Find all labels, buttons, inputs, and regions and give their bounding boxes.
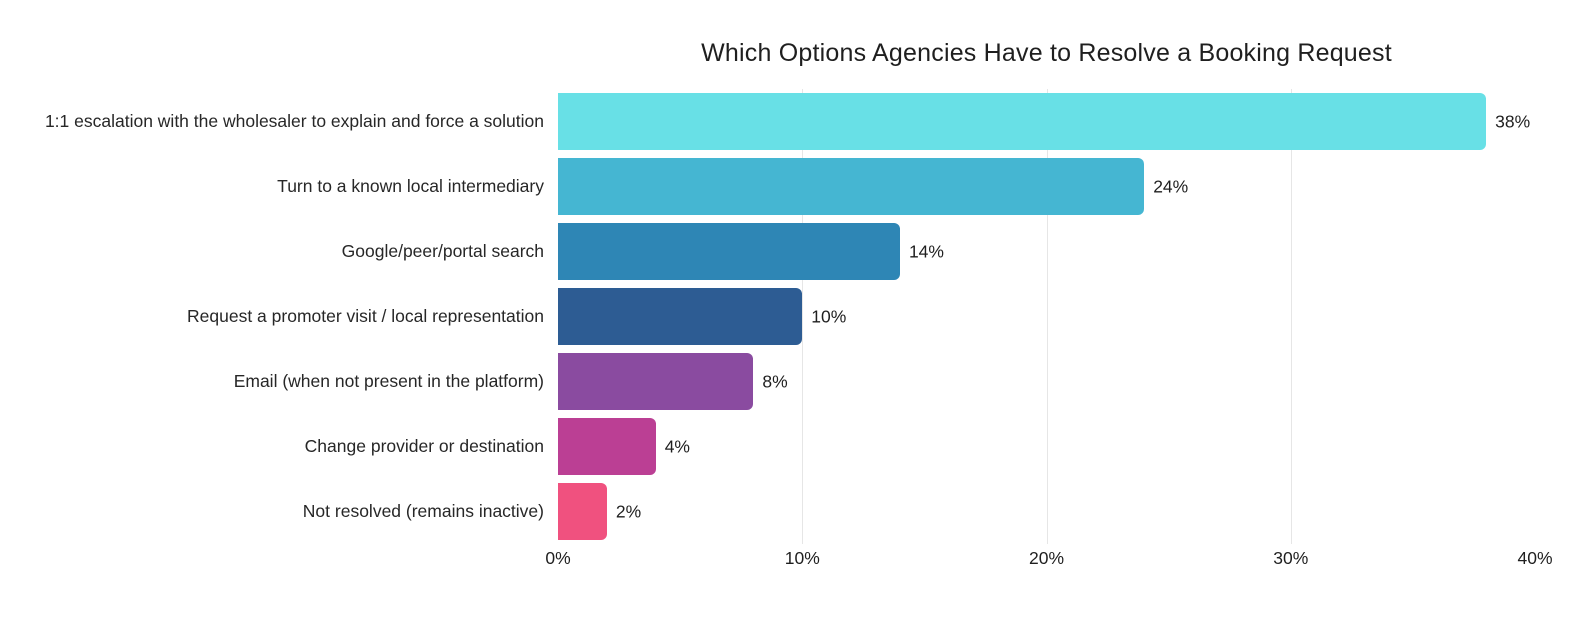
category-label: 1:1 escalation with the wholesaler to ex… [44, 111, 544, 131]
bar [558, 223, 900, 280]
bar-track: 38% [558, 93, 1535, 150]
bar [558, 483, 607, 540]
category-label: Change provider or destination [304, 436, 544, 456]
bar [558, 353, 754, 410]
x-tick-label: 0% [545, 548, 571, 568]
bar-row: Email (when not present in the platform)… [0, 349, 1573, 414]
bar-row: 1:1 escalation with the wholesaler to ex… [0, 89, 1573, 154]
value-label: 38% [1495, 111, 1531, 131]
gridline [1290, 89, 1292, 544]
category-label: Google/peer/portal search [341, 241, 544, 261]
x-tick-label: 40% [1517, 548, 1553, 568]
bar-row: Turn to a known local intermediary 24% [0, 154, 1573, 219]
bar-row: Request a promoter visit / local represe… [0, 284, 1573, 349]
bar [558, 288, 803, 345]
gridline [802, 89, 804, 544]
value-label: 24% [1153, 176, 1189, 196]
chart-title: Which Options Agencies Have to Resolve a… [701, 39, 1392, 67]
x-tick-label: 20% [1028, 548, 1065, 568]
value-label: 8% [762, 371, 788, 391]
gridline-layer [558, 89, 1535, 544]
category-label: Not resolved (remains inactive) [302, 501, 544, 521]
bar-track: 4% [558, 418, 1535, 475]
value-label: 4% [664, 436, 690, 456]
value-label: 2% [615, 501, 642, 521]
x-axis: 0% 10% 20% 30% 40% [545, 548, 1552, 570]
value-label: 14% [908, 241, 944, 261]
gridline [1046, 89, 1048, 544]
bar-track: 24% [558, 158, 1535, 215]
category-label: Turn to a known local intermediary [277, 176, 544, 196]
x-tick-label: 10% [784, 548, 820, 568]
bar-track: 10% [558, 288, 1535, 345]
bar [558, 158, 1145, 215]
x-tick-label: 30% [1273, 548, 1309, 568]
bar-rows: 1:1 escalation with the wholesaler to ex… [0, 89, 1573, 544]
category-label: Email (when not present in the platform) [233, 371, 544, 391]
bar [558, 418, 656, 475]
bar-track: 2% [558, 483, 1535, 540]
value-label: 10% [811, 306, 847, 326]
category-label: Request a promoter visit / local represe… [187, 306, 544, 326]
bar-row: Google/peer/portal search 14% [0, 219, 1573, 284]
bar-row: Change provider or destination 4% [0, 414, 1573, 479]
bar-track: 8% [558, 353, 1535, 410]
bar-track: 14% [558, 223, 1535, 280]
bar [558, 93, 1487, 150]
bar-row: Not resolved (remains inactive) 2% [0, 479, 1573, 544]
